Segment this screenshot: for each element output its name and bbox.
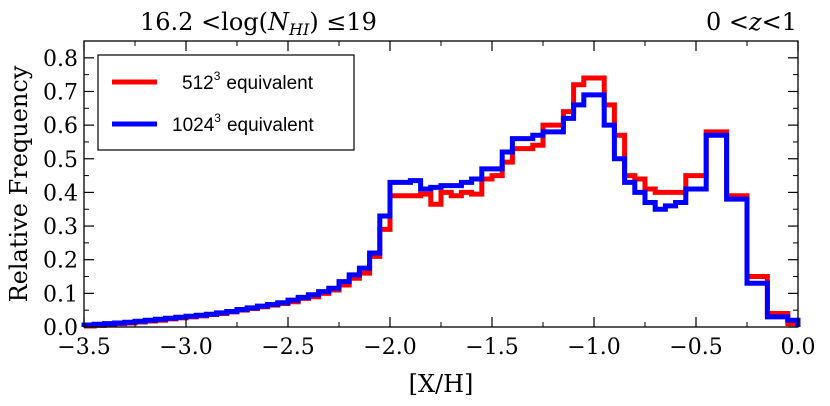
title-right: 0 <z<1	[706, 8, 797, 36]
x-tick-label: −1.0	[567, 335, 620, 360]
y-tick-label: 0.4	[43, 181, 78, 206]
y-axis-label: Relative Frequency	[5, 65, 33, 302]
ticks-layer: −3.5 −3.0 −2.5 −2.0 −1.5 −1.0 −0.5 0.0 0.0 0.1 0.2…	[43, 41, 816, 360]
x-tick-label: −3.5	[57, 335, 110, 360]
x-tick-label: −3.0	[159, 335, 212, 360]
legend-label-1024: 10243 equivalent	[172, 111, 314, 136]
y-tick-label: 0.1	[43, 282, 78, 307]
y-tick-label: 0.6	[43, 114, 78, 139]
y-tick-label: 0.7	[43, 80, 78, 105]
x-tick-label: −2.0	[363, 335, 416, 360]
y-tick-label: 0.2	[43, 249, 78, 274]
x-tick-label: −1.5	[465, 335, 518, 360]
y-tick-label: 0.3	[43, 215, 78, 240]
legend: 5123 equivalent 10243 equivalent	[97, 54, 355, 151]
x-tick-label: −0.5	[669, 335, 722, 360]
x-tick-label: 0.0	[781, 335, 816, 360]
legend-label-512: 5123 equivalent	[182, 69, 314, 94]
y-tick-label: 0.0	[43, 316, 78, 341]
series-layer	[81, 75, 801, 329]
y-tick-label: 0.8	[43, 47, 78, 72]
series-line-1024	[81, 92, 801, 328]
x-axis-label: [X/H]	[409, 370, 474, 398]
legend-box	[97, 54, 355, 151]
title-left: 16.2 <log(NHI) ≤19	[140, 8, 377, 39]
y-tick-label: 0.5	[43, 148, 78, 173]
x-tick-label: −2.5	[261, 335, 314, 360]
plot-frame	[83, 40, 799, 328]
